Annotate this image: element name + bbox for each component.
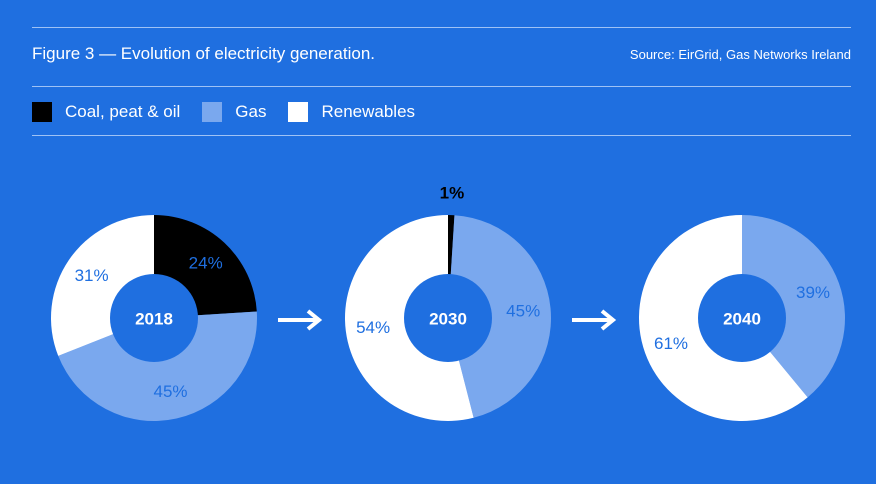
slice-label-2018-gas: 45% xyxy=(153,382,187,401)
slice-label-2030-coal: 1% xyxy=(440,184,465,203)
legend-label-coal: Coal, peat & oil xyxy=(65,102,181,121)
legend-swatch-gas xyxy=(202,102,223,122)
source-note: Source: EirGrid, Gas Networks Ireland xyxy=(629,47,851,62)
legend-swatch-renewables xyxy=(288,102,309,122)
slice-label-2040-renewables: 61% xyxy=(654,334,688,353)
slice-label-2030-renewables: 54% xyxy=(356,318,390,337)
center-label-2018: 2018 xyxy=(135,310,173,329)
donut-hole-2040 xyxy=(698,274,786,362)
slice-label-2040-gas: 39% xyxy=(796,283,830,302)
header-rule xyxy=(32,86,851,87)
center-label-2030: 2030 xyxy=(429,310,467,329)
center-label-2040: 2040 xyxy=(723,310,761,329)
legend-rule xyxy=(32,135,851,136)
top-rule xyxy=(32,27,851,28)
arrow-right-icon-1 xyxy=(278,309,323,331)
slice-2040-gas xyxy=(742,215,845,398)
slice-label-2018-renewables: 31% xyxy=(75,266,109,285)
legend-label-renewables: Renewables xyxy=(321,102,416,121)
slice-label-2030-gas: 45% xyxy=(506,301,540,320)
donut-hole-2018 xyxy=(110,274,198,362)
legend-item-coal: Coal, peat & oil xyxy=(32,102,180,122)
figure-title: Figure 3 — Evolution of electricity gene… xyxy=(32,44,376,63)
legend: Coal, peat & oil Gas Renewables xyxy=(32,102,437,122)
slice-label-2018-coal: 24% xyxy=(189,254,223,273)
legend-item-renewables: Renewables xyxy=(288,102,415,122)
arrow-right-icon-2 xyxy=(572,309,617,331)
legend-label-gas: Gas xyxy=(235,102,267,121)
slice-2018-gas xyxy=(58,311,258,422)
donut-hole-2030 xyxy=(404,274,492,362)
legend-item-gas: Gas xyxy=(202,102,266,122)
slice-2030-gas xyxy=(448,215,552,418)
legend-swatch-coal xyxy=(32,102,52,122)
